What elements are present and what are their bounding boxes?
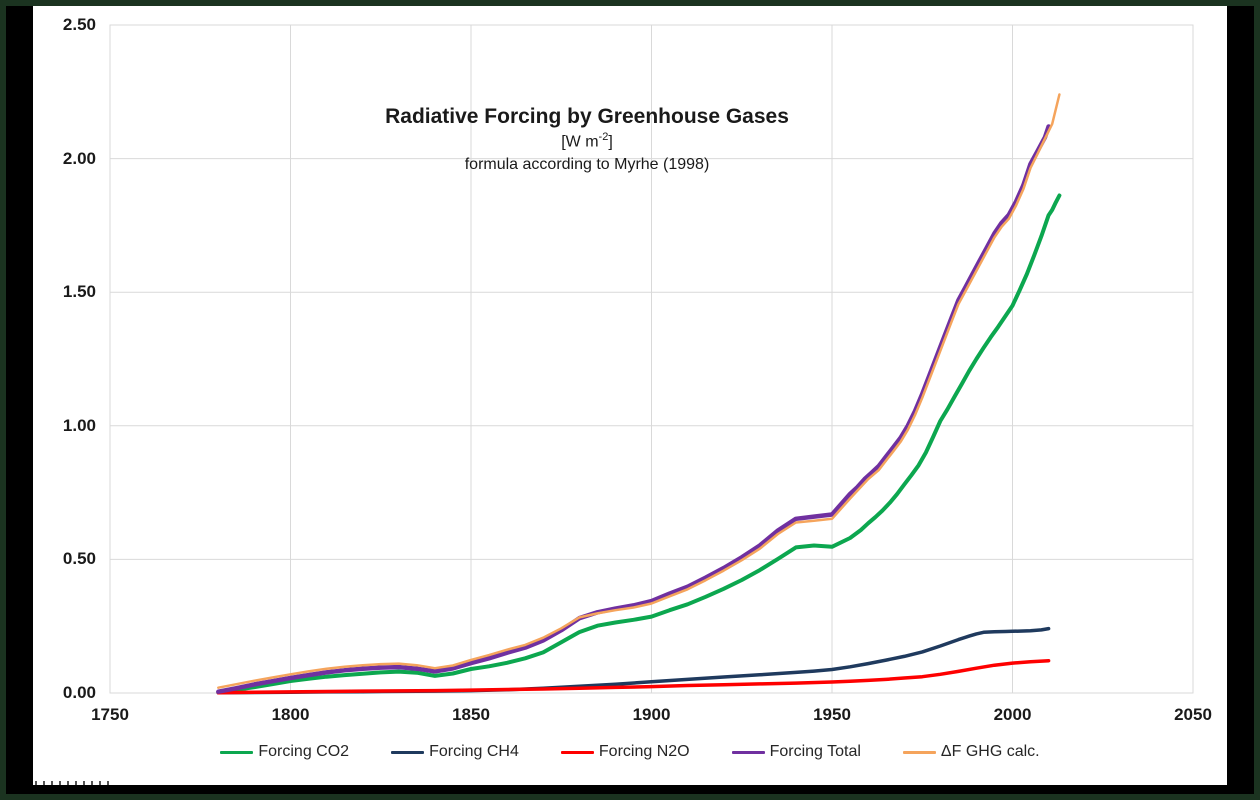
legend-label: Forcing CO2 — [258, 743, 350, 760]
x-axis-tick-label: 2000 — [993, 705, 1032, 724]
legend-item-forcing-ch4: Forcing CH4 — [391, 743, 519, 761]
x-axis-tick-label: 1800 — [271, 705, 310, 724]
legend-label: Forcing Total — [769, 743, 861, 760]
chart-units-label: [W m-2] — [561, 131, 613, 151]
chart-subtitle: formula according to Myrhe (1998) — [464, 155, 710, 173]
legend-item-forcing-co2: Forcing CO2 — [220, 743, 349, 761]
legend-label: Forcing N2O — [598, 743, 690, 760]
chart-canvas: Radiative Forcing by Greenhouse Gases [W… — [33, 6, 1227, 785]
legend-item-forcing-total: Forcing Total — [731, 743, 861, 761]
x-axis-tick-label: 1950 — [813, 705, 851, 724]
legend-line-swatch — [391, 750, 425, 754]
series-line-forcing-total — [216, 124, 1051, 694]
chart-plot-area — [109, 24, 1194, 695]
x-axis-tick-label: 2050 — [1174, 705, 1212, 724]
legend-label: ΔF GHG calc. — [940, 743, 1040, 760]
chart-title-block: Radiative Forcing by Greenhouse Gases [W… — [322, 104, 852, 176]
legend-label: Forcing CH4 — [429, 743, 519, 760]
y-axis-tick-label: 1.50 — [62, 282, 96, 302]
legend-line-swatch — [560, 750, 594, 754]
series-line-forcing-co2 — [216, 193, 1062, 695]
legend: Forcing CO2 Forcing CH4 Forcing N2O Forcing… — [33, 743, 1227, 761]
plot-border — [109, 24, 1194, 694]
legend-item--f-ghg-calc-: ΔF GHG calc. — [902, 743, 1040, 761]
series-line--f-ghg-calc- — [217, 93, 1061, 689]
legend-item-forcing-n2o: Forcing N2O — [560, 743, 690, 761]
y-axis-tick-label: 2.00 — [62, 148, 96, 168]
x-axis-tick-label: 1900 — [632, 705, 671, 724]
x-axis-tick-label: 1850 — [452, 705, 490, 724]
legend-line-swatch — [902, 750, 936, 754]
x-axis-tick-label: 1750 — [91, 705, 129, 724]
series-line-forcing-n2o — [216, 658, 1051, 695]
y-axis-tick-label: 0.00 — [62, 683, 96, 702]
y-axis-tick-label: 1.00 — [62, 415, 96, 435]
chart-title: Radiative Forcing by Greenhouse Gases — [385, 105, 789, 128]
legend-line-swatch — [731, 750, 765, 754]
cut-off-text-remnant — [35, 781, 115, 785]
series-line-forcing-ch4 — [216, 626, 1051, 695]
y-axis-tick-label: 2.50 — [62, 15, 96, 34]
y-axis-tick-label: 0.50 — [62, 549, 96, 569]
legend-line-swatch — [220, 750, 254, 754]
